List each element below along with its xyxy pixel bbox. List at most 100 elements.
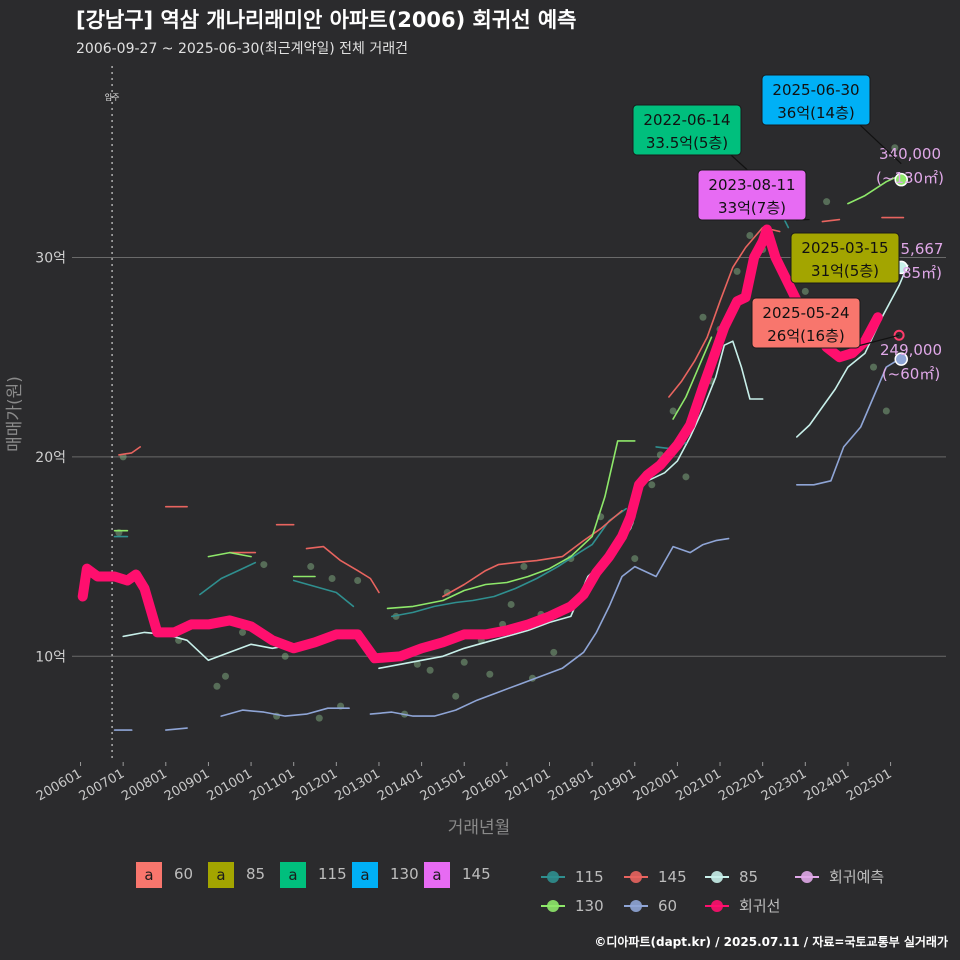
legend-line-label: 115	[575, 868, 604, 886]
legend-label-text: 85	[246, 865, 266, 883]
series-line-145	[118, 446, 141, 456]
transaction-point	[315, 714, 323, 722]
transaction-point	[221, 672, 229, 680]
legend-label-box: a	[280, 862, 306, 888]
legend-line-label: 145	[658, 868, 687, 886]
x-tick-label: 200901	[162, 766, 212, 804]
x-tick-label: 200801	[119, 766, 169, 804]
transaction-point	[413, 660, 421, 668]
transaction-point	[213, 682, 221, 690]
transaction-point	[631, 555, 639, 563]
series-line-60b	[165, 727, 188, 731]
series-line-130e	[672, 336, 713, 420]
move-in-label: 입주	[105, 93, 120, 102]
x-tick-label: 201301	[332, 766, 382, 804]
legend-line-label: 회귀선	[739, 897, 780, 915]
legend-label-text: 115	[318, 865, 347, 883]
transaction-point	[648, 481, 656, 489]
x-tick-label: 202001	[631, 766, 681, 804]
legend-line-marker	[630, 900, 642, 912]
legend-label-text: 130	[390, 865, 419, 883]
transaction-point	[520, 563, 528, 571]
footer-credit: ©디아파트(dapt.kr) / 2025.07.11 / 자료=국토교통부 실…	[594, 935, 948, 949]
callout-box	[697, 169, 807, 221]
chart-subtitle: 2006-09-27 ~ 2025-06-30(최근계약일) 전체 거래건	[76, 41, 408, 57]
transaction-point	[452, 692, 460, 700]
transaction-point	[239, 628, 247, 636]
callout-date: 2025-06-30	[772, 81, 859, 99]
forecast-price-label: 5,667	[901, 240, 944, 258]
x-tick-label: 201901	[588, 766, 638, 804]
series-line-130d	[386, 440, 636, 610]
legend-line-marker	[711, 871, 723, 883]
transaction-point	[426, 666, 434, 674]
transaction-point	[733, 267, 741, 275]
regression-line	[77, 224, 883, 664]
x-tick-label: 201801	[546, 766, 596, 804]
transaction-point	[746, 232, 754, 240]
x-tick-label: 200601	[34, 766, 84, 804]
x-tick-label: 201101	[247, 766, 297, 804]
transaction-point	[891, 144, 899, 152]
transaction-point	[260, 561, 268, 569]
callout-box	[751, 297, 861, 349]
callout-box	[632, 104, 742, 156]
legend-line-marker	[547, 871, 559, 883]
legend-line-marker	[630, 871, 642, 883]
series-line-130b	[207, 551, 252, 558]
legend-line-marker	[547, 900, 559, 912]
forecast-price-label: 249,000	[880, 341, 942, 359]
chart-title: [강남구] 역삼 개나리래미안 아파트(2006) 회귀선 예측	[76, 8, 577, 32]
transaction-point	[823, 198, 831, 206]
x-tick-label: 202201	[716, 766, 766, 804]
callout-price: 36억(14층)	[777, 104, 854, 122]
forecast-price-label: 340,000	[879, 145, 941, 163]
callout-box	[790, 232, 900, 284]
legend-line-marker	[801, 871, 813, 883]
series-line-115d	[391, 507, 627, 618]
series-line-145h	[821, 218, 841, 223]
legend-label-box: a	[136, 862, 162, 888]
x-axis-title: 거래년월	[448, 818, 511, 838]
legend-line-label: 60	[658, 897, 677, 915]
transaction-point	[550, 648, 558, 656]
transaction-point	[882, 407, 890, 415]
series-line-130f	[847, 176, 896, 205]
x-tick-label: 201701	[503, 766, 553, 804]
x-tick-label: 201601	[460, 766, 510, 804]
series-line-60e	[796, 358, 900, 486]
transaction-point	[699, 313, 707, 321]
x-tick-label: 201501	[418, 766, 468, 804]
callout-price: 33.5억(5층)	[646, 134, 728, 152]
legend-label-text: 145	[462, 865, 491, 883]
forecast-marker	[893, 329, 905, 341]
forecast-area-label: (~60㎡)	[882, 365, 940, 383]
series-line-85c	[646, 340, 764, 482]
transaction-point	[328, 575, 336, 583]
x-tick-label: 202301	[759, 766, 809, 804]
callout-date: 2025-05-24	[762, 304, 849, 322]
series-line-145e	[305, 545, 380, 594]
transaction-point	[669, 407, 677, 415]
series-line-145g	[668, 226, 781, 398]
series-end-marker	[894, 172, 908, 187]
x-tick-label: 202501	[844, 766, 894, 804]
x-tick-label: 201201	[290, 766, 340, 804]
transaction-point	[354, 577, 362, 585]
y-tick-label: 10억	[35, 649, 66, 665]
legend-line-label: 85	[739, 868, 758, 886]
transaction-point	[486, 670, 494, 678]
callout-price: 26억(16층)	[767, 327, 844, 345]
y-tick-label: 20억	[35, 450, 66, 466]
callout-box	[761, 74, 871, 126]
transaction-point	[801, 287, 809, 295]
legend-label-box: a	[208, 862, 234, 888]
transaction-point	[870, 363, 878, 371]
transaction-point	[682, 473, 690, 481]
x-tick-label: 201401	[375, 766, 425, 804]
transaction-point	[460, 658, 468, 666]
callout-leader	[859, 124, 902, 165]
legend-line-label: 회귀예측	[829, 868, 884, 886]
legend-label-text: 60	[174, 865, 194, 883]
x-tick-label: 201001	[205, 766, 255, 804]
